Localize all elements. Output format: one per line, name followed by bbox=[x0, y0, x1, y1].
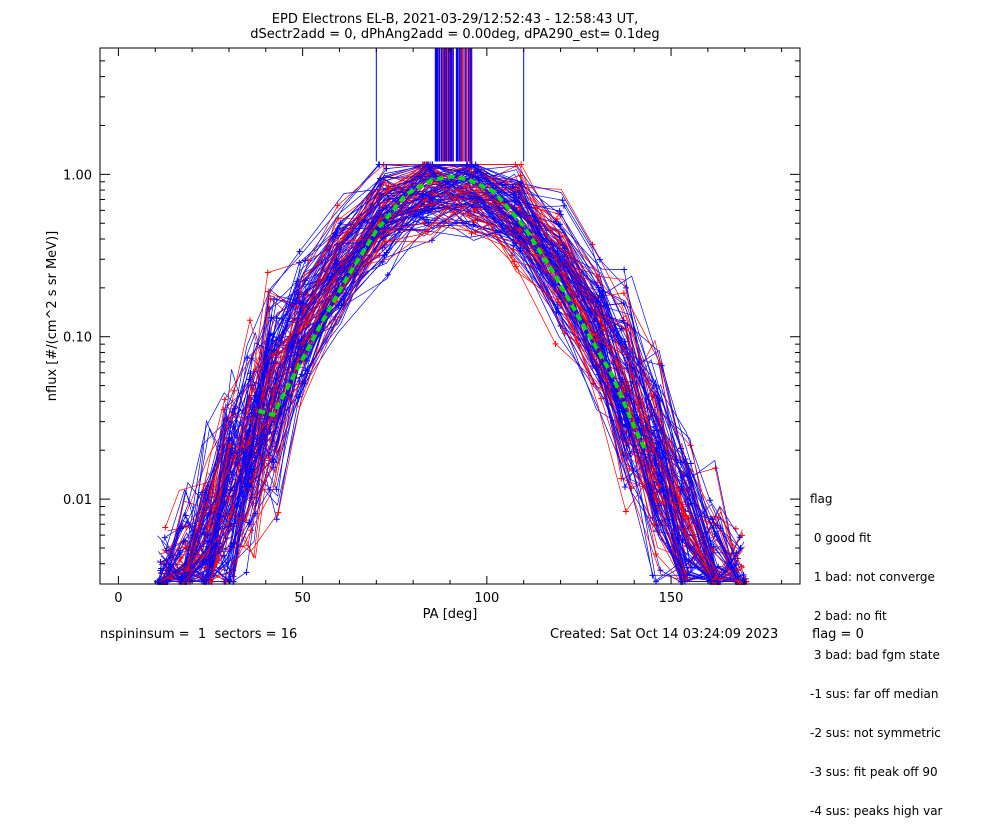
legend-item: 3 bad: bad fgm state bbox=[810, 648, 940, 662]
data-point bbox=[162, 524, 169, 531]
legend-item: 0 good fit bbox=[810, 531, 872, 545]
trace-line bbox=[158, 185, 740, 583]
trace-line bbox=[156, 176, 741, 583]
flag-legend: flag 0 good fit 1 bad: not converge 2 ba… bbox=[810, 467, 942, 831]
data-point bbox=[737, 544, 744, 551]
trace-line bbox=[159, 192, 746, 583]
legend-item: -3 sus: fit peak off 90 bbox=[810, 765, 938, 779]
trace-line bbox=[163, 201, 742, 583]
footer-created: Created: Sat Oct 14 03:24:09 2023 bbox=[550, 627, 779, 642]
data-lines bbox=[154, 48, 750, 585]
trace-line bbox=[163, 164, 740, 582]
legend-item: -1 sus: far off median bbox=[810, 687, 939, 701]
x-tick-label: 50 bbox=[294, 591, 311, 606]
data-point bbox=[736, 534, 743, 541]
trace-line bbox=[160, 204, 741, 583]
legend-item: 1 bad: not converge bbox=[810, 570, 935, 584]
trace-line bbox=[159, 184, 739, 583]
trace-line bbox=[165, 182, 742, 583]
y-tick-label: 0.10 bbox=[63, 331, 92, 346]
chart-title: EPD Electrons EL-B, 2021-03-29/12:52:43 … bbox=[272, 12, 638, 27]
legend-title: flag bbox=[810, 492, 833, 506]
trace-line bbox=[158, 227, 739, 583]
trace-line bbox=[166, 189, 737, 583]
x-axis-label: PA [deg] bbox=[423, 607, 478, 622]
trace-line bbox=[157, 164, 741, 582]
trace-line bbox=[163, 184, 740, 583]
y-tick-label: 0.01 bbox=[63, 493, 92, 508]
trace-line bbox=[159, 189, 741, 583]
footer-flag: flag = 0 bbox=[812, 627, 864, 642]
trace-line bbox=[157, 171, 747, 583]
axes: 0 50 100 150 1.00 0.10 0.01 bbox=[63, 47, 800, 606]
fit-curve bbox=[257, 174, 648, 452]
chart-subtitle: dSectr2add = 0, dPhAng2add = 0.00deg, dP… bbox=[250, 27, 659, 42]
trace-line bbox=[166, 164, 740, 583]
trace-line bbox=[162, 164, 743, 583]
data-point bbox=[738, 563, 745, 570]
y-tick-label: 1.00 bbox=[63, 168, 92, 183]
y-axis-label: nflux [#/(cm^2 s sr MeV)] bbox=[45, 231, 60, 401]
x-tick-label: 0 bbox=[114, 591, 122, 606]
x-tick-label: 100 bbox=[474, 591, 499, 606]
trace-line bbox=[163, 176, 740, 583]
legend-item: 2 bad: no fit bbox=[810, 609, 887, 623]
legend-item: -2 sus: not symmetric bbox=[810, 726, 941, 740]
trace-line bbox=[159, 180, 746, 583]
trace-line bbox=[163, 164, 739, 583]
trace-line bbox=[157, 177, 739, 583]
chart-svg: EPD Electrons EL-B, 2021-03-29/12:52:43 … bbox=[45, 12, 801, 622]
trace-line bbox=[163, 168, 744, 583]
footer-left: nspininsum = 1 sectors = 16 bbox=[100, 627, 298, 642]
trace-line bbox=[157, 223, 740, 583]
legend-item: -4 sus: peaks high var bbox=[810, 804, 943, 818]
trace-line bbox=[158, 172, 737, 583]
trace-line bbox=[160, 195, 743, 583]
x-tick-label: 150 bbox=[659, 591, 684, 606]
trace-line bbox=[164, 164, 747, 583]
trace-line bbox=[167, 205, 740, 583]
fit-series-line bbox=[257, 174, 648, 452]
